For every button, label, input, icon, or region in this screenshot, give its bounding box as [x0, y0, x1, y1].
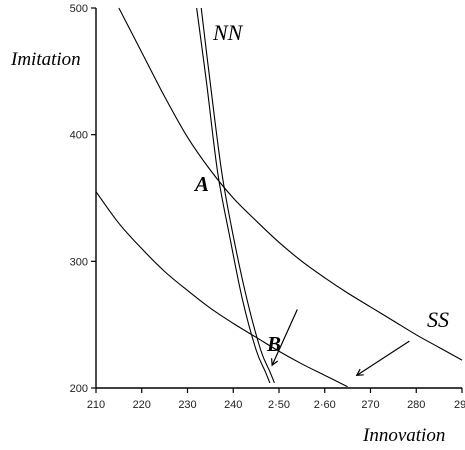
arrow-head: [271, 358, 279, 367]
y-tick-label: 400: [70, 130, 88, 142]
arrow-shaft: [356, 340, 410, 376]
y-axis-title: Imitation: [10, 49, 81, 70]
arrows: [271, 309, 410, 377]
point-label-b: B: [266, 332, 281, 356]
x-tick-label: 2·50: [268, 399, 290, 411]
ss-curve-upper: [118, 7, 463, 361]
nn-curve-left: [196, 7, 271, 384]
x-tick-label: 270: [361, 399, 379, 411]
ss-curve-lower: [95, 191, 348, 388]
x-tick-label: 230: [178, 399, 196, 411]
axes: [95, 8, 462, 389]
x-tick-label: 2·60: [314, 399, 336, 411]
arrow-head: [355, 368, 364, 377]
arrow-shaft: [271, 309, 298, 366]
axis-ticks: 210 220 230 240 2·50 2·60 270 280 29· 200 300 400 50…: [70, 3, 465, 411]
x-tick-label: 29·: [454, 399, 465, 411]
nn-curve-right: [200, 7, 275, 384]
x-tick-label: 220: [133, 399, 151, 411]
curve-label-ss: SS: [427, 307, 449, 332]
x-tick-label: 240: [224, 399, 242, 411]
curve-label-nn: NN: [212, 20, 244, 45]
x-tick-label: 210: [87, 399, 105, 411]
x-axis-title: Innovation: [362, 425, 445, 446]
labels: Imitation Innovation NN SS A B: [10, 20, 449, 446]
y-tick-label: 300: [70, 256, 88, 268]
y-tick-label: 200: [70, 383, 88, 395]
point-label-a: A: [193, 172, 209, 196]
x-tick-label: 280: [407, 399, 425, 411]
y-tick-label: 500: [70, 3, 88, 15]
curves: [95, 7, 463, 388]
